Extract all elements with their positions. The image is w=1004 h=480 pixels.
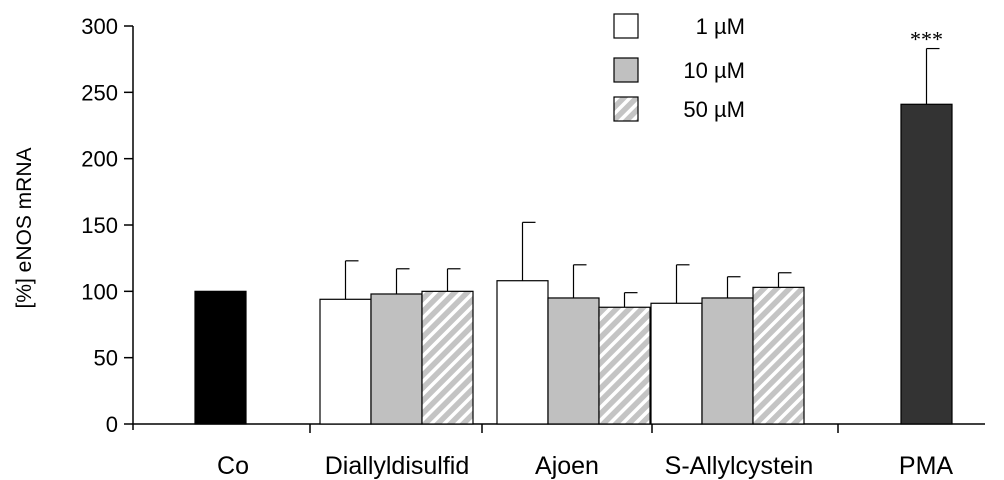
y-tick-label: 300: [81, 14, 118, 39]
category-label: S-Allylcystein: [665, 452, 814, 480]
legend-label-1um: 1 µM: [696, 14, 745, 39]
legend-label-10um: 10 µM: [683, 58, 745, 83]
bar-pma-pma: [900, 103, 953, 425]
legend: 1 µM 10 µM 50 µM: [613, 13, 745, 122]
axes: 0 50 100 150 200 250 300: [81, 14, 985, 437]
y-axis-label: [%] eNOS mRNA: [13, 147, 36, 308]
legend-swatch-50um: [613, 96, 639, 122]
legend-swatch-10um: [613, 57, 639, 83]
bar-diallyldisulfid-10um: [370, 293, 423, 425]
y-tick-label: 50: [94, 346, 118, 371]
category-label: Co: [217, 452, 249, 480]
bars: Co Diallyldisulfid Ajoen S-Allylcystein *** P…: [194, 27, 954, 480]
significance-annotation: ***: [910, 27, 943, 52]
y-tick-label: 150: [81, 213, 118, 238]
legend-swatch-1um: [613, 13, 639, 39]
category-label: PMA: [899, 452, 954, 480]
y-tick-label: 250: [81, 80, 118, 105]
bar-co-control: [194, 290, 247, 425]
y-tick-label: 0: [106, 412, 118, 437]
bar-s-allylcystein-10um: [701, 297, 754, 425]
y-tick-label: 100: [81, 279, 118, 304]
bar-ajoen-1um: [496, 280, 549, 425]
category-label: Diallyldisulfid: [325, 452, 470, 480]
legend-label-50um: 50 µM: [683, 97, 745, 122]
bar-diallyldisulfid-50um: [421, 290, 474, 425]
category-label: Ajoen: [535, 452, 599, 480]
bar-diallyldisulfid-1um: [319, 298, 372, 425]
bar-s-allylcystein-1um: [650, 302, 703, 425]
y-tick-label: 200: [81, 147, 118, 172]
bar-s-allylcystein-50um: [752, 286, 805, 425]
bar-ajoen-10um: [547, 297, 600, 425]
bar-ajoen-50um: [598, 306, 651, 425]
